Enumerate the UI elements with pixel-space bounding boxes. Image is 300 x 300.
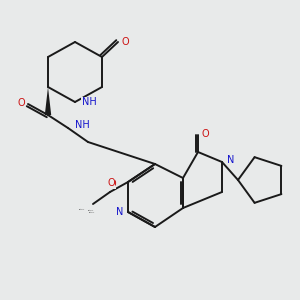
Text: O: O xyxy=(17,98,25,108)
Polygon shape xyxy=(45,87,51,115)
Text: O: O xyxy=(121,37,129,47)
Text: O: O xyxy=(108,179,116,189)
Text: methoxy: methoxy xyxy=(89,212,95,213)
Text: methoxy: methoxy xyxy=(88,209,94,211)
Text: NH: NH xyxy=(75,120,89,130)
Text: N: N xyxy=(116,207,124,217)
Text: O: O xyxy=(107,178,115,188)
Text: N: N xyxy=(227,155,235,165)
Text: NH: NH xyxy=(82,97,96,107)
Text: methoxy: methoxy xyxy=(79,208,85,210)
Text: O: O xyxy=(201,129,209,139)
